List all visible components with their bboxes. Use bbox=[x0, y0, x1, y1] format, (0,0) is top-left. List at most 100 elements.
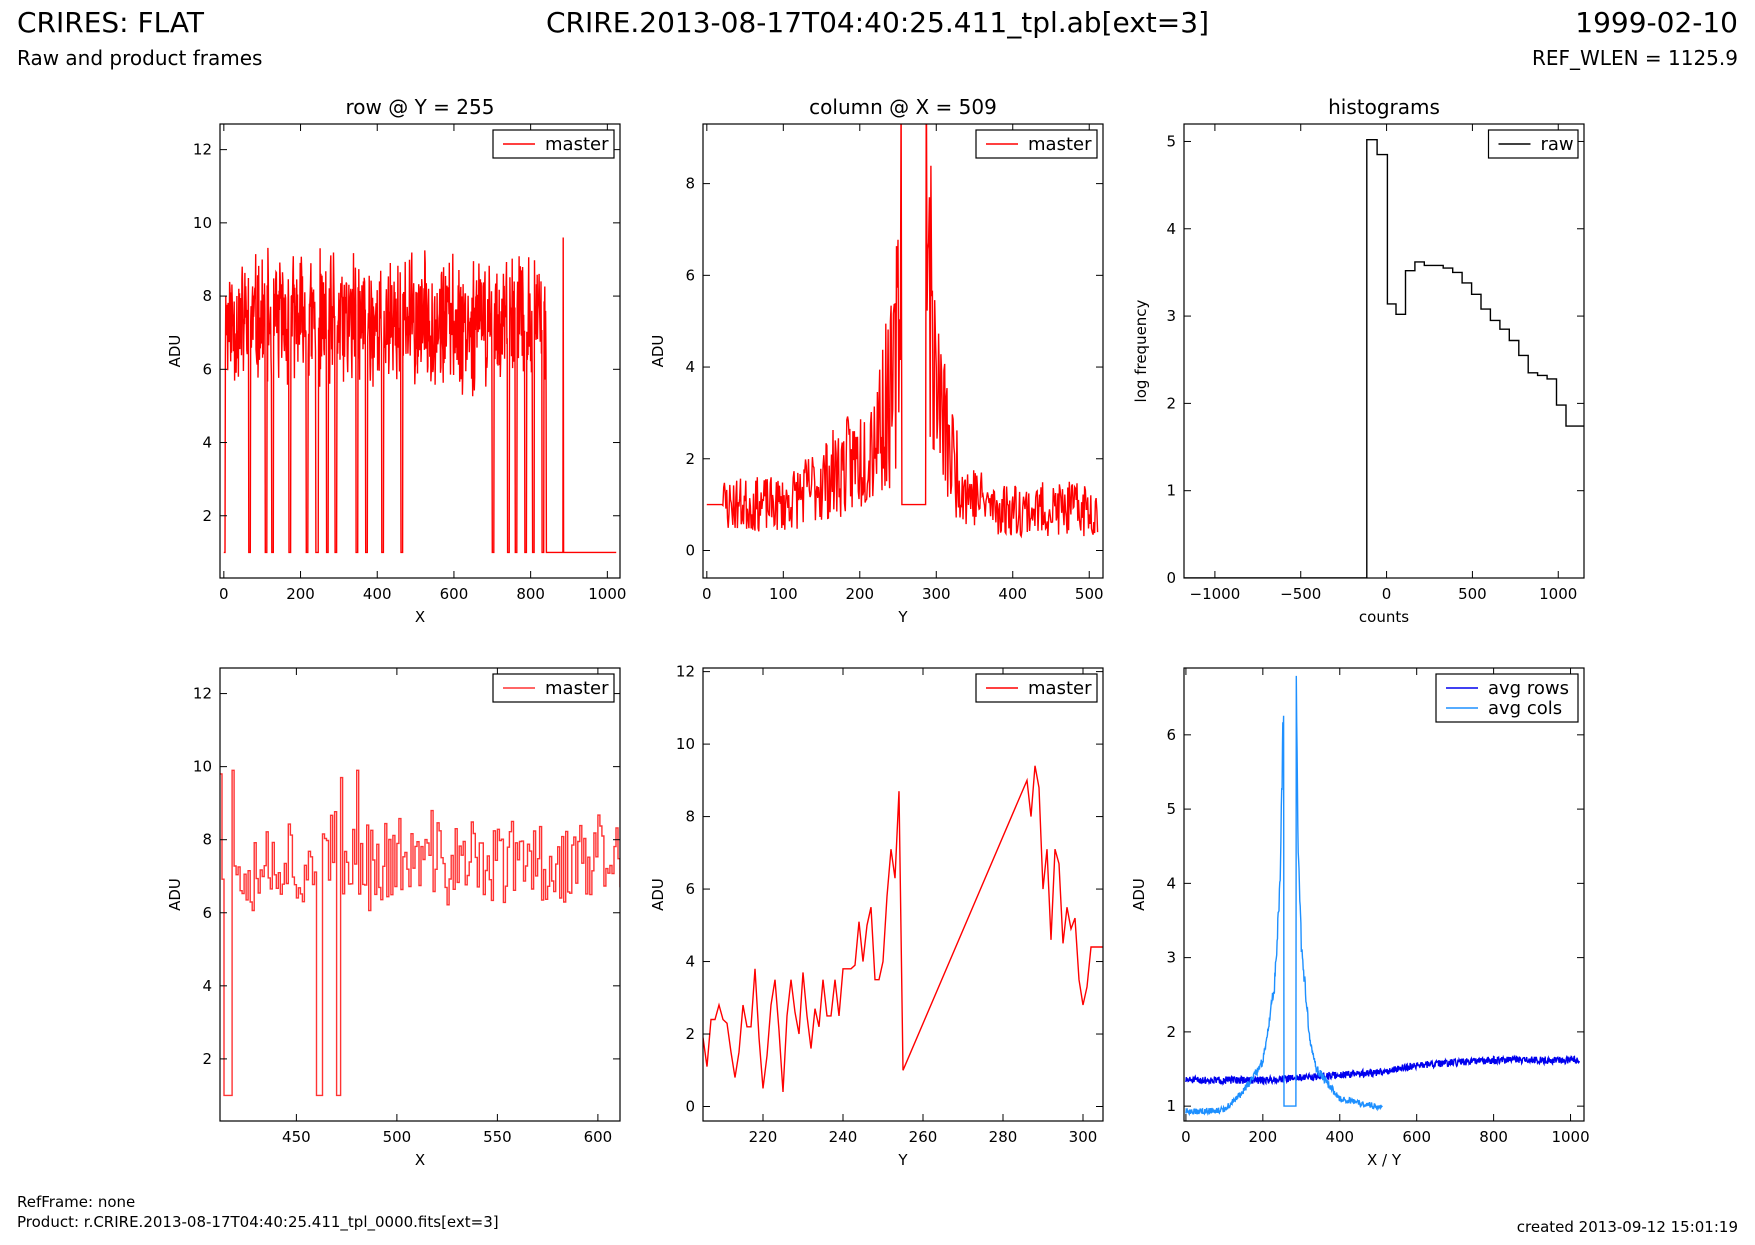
axes-frame bbox=[219, 123, 621, 579]
y-tick-label: 3 bbox=[1166, 949, 1176, 967]
plot-area bbox=[1184, 139, 1584, 578]
y-tick-label: 2 bbox=[202, 507, 212, 525]
x-tick-label: 600 bbox=[584, 1128, 613, 1146]
legend-label: master bbox=[1028, 678, 1092, 699]
x-tick-label: −1000 bbox=[1190, 585, 1241, 603]
y-tick-label: 4 bbox=[202, 977, 212, 995]
axes-frame bbox=[702, 667, 1104, 1122]
series-line-raw bbox=[1184, 139, 1584, 578]
chart-panel-5: 220 240 260 280 300 0 2 4 6 8 10 12 Y ADU master bbox=[649, 663, 1104, 1169]
x-tick-label: 300 bbox=[1069, 1128, 1098, 1146]
legend-label: master bbox=[545, 678, 609, 699]
series-line-avg-rows bbox=[1185, 1054, 1581, 1087]
legend-label: avg cols bbox=[1488, 698, 1562, 719]
figure-ref-wlen: REF_WLEN = 1125.9 bbox=[1531, 46, 1738, 70]
x-tick-label: 800 bbox=[516, 585, 545, 603]
x-tick-label: 240 bbox=[829, 1128, 858, 1146]
axes-frame bbox=[219, 667, 621, 1122]
y-tick-label: 2 bbox=[1166, 394, 1176, 412]
axes-frame bbox=[1183, 123, 1585, 579]
x-axis-label: X bbox=[415, 1151, 425, 1169]
footer-refframe: RefFrame: none bbox=[17, 1193, 136, 1211]
y-tick-label: 2 bbox=[685, 1025, 695, 1043]
x-tick-label: 220 bbox=[749, 1128, 778, 1146]
y-tick-label: 1 bbox=[1166, 1097, 1176, 1115]
y-tick-label: 6 bbox=[202, 904, 212, 922]
y-tick-label: 4 bbox=[1166, 220, 1176, 238]
y-tick-label: 6 bbox=[685, 880, 695, 898]
x-tick-label: 450 bbox=[282, 1128, 311, 1146]
y-tick-label: 8 bbox=[202, 287, 212, 305]
x-tick-label: 600 bbox=[1402, 1128, 1431, 1146]
legend: master bbox=[975, 129, 1098, 159]
x-tick-label: 400 bbox=[1325, 1128, 1354, 1146]
y-tick-label: 10 bbox=[676, 735, 695, 753]
y-axis-label: log frequency bbox=[1132, 299, 1150, 402]
y-tick-label: 0 bbox=[1166, 569, 1176, 587]
y-axis-label: ADU bbox=[1130, 878, 1148, 911]
x-tick-label: 1000 bbox=[1539, 585, 1577, 603]
series-line-master bbox=[223, 237, 617, 554]
chart-panel-6: 0 200 400 600 800 1000 1 2 3 4 5 6 X / Y ADU avg rowsa… bbox=[1130, 667, 1590, 1169]
x-axis-label: Y bbox=[897, 608, 908, 626]
plot-area bbox=[220, 769, 620, 1097]
x-tick-label: 0 bbox=[219, 585, 229, 603]
x-tick-label: 200 bbox=[1249, 1128, 1278, 1146]
series-line-avg-cols bbox=[1185, 675, 1383, 1117]
plot-area bbox=[223, 237, 617, 554]
x-tick-label: 200 bbox=[845, 585, 874, 603]
y-tick-label: 5 bbox=[1166, 800, 1176, 818]
figure-title-left: CRIRES: FLAT bbox=[17, 6, 204, 39]
legend-label: avg rows bbox=[1488, 678, 1569, 699]
chart-panel-4: 450 500 550 600 2 4 6 8 10 12 X ADU master bbox=[166, 667, 621, 1169]
plot-area bbox=[1185, 675, 1581, 1117]
y-tick-label: 4 bbox=[685, 358, 695, 376]
chart-panel-2: 0 100 200 300 400 500 0 2 4 6 8 column @ X = 509 Y AD… bbox=[649, 95, 1104, 626]
chart-title: row @ Y = 255 bbox=[346, 95, 495, 119]
footer-created: created 2013-09-12 15:01:19 bbox=[1516, 1218, 1738, 1236]
y-tick-label: 12 bbox=[193, 141, 212, 159]
x-tick-label: 800 bbox=[1479, 1128, 1508, 1146]
y-tick-label: 5 bbox=[1166, 132, 1176, 150]
y-tick-label: 10 bbox=[193, 214, 212, 232]
y-tick-label: 4 bbox=[202, 434, 212, 452]
axes-frame bbox=[1183, 667, 1585, 1122]
y-tick-label: 12 bbox=[676, 663, 695, 681]
x-tick-label: 200 bbox=[286, 585, 315, 603]
y-tick-label: 10 bbox=[193, 758, 212, 776]
y-tick-label: 8 bbox=[685, 808, 695, 826]
x-tick-label: 0 bbox=[702, 585, 712, 603]
y-tick-label: 4 bbox=[1166, 874, 1176, 892]
legend: raw bbox=[1487, 129, 1579, 159]
y-axis-label: ADU bbox=[166, 878, 184, 911]
x-axis-label: X bbox=[415, 608, 425, 626]
y-tick-label: 8 bbox=[685, 175, 695, 193]
figure-title-center: CRIRE.2013-08-17T04:40:25.411_tpl.ab[ext… bbox=[545, 6, 1209, 39]
legend-label: master bbox=[545, 134, 609, 155]
x-tick-label: 600 bbox=[440, 585, 469, 603]
y-tick-label: 2 bbox=[1166, 1023, 1176, 1041]
y-tick-label: 6 bbox=[1166, 726, 1176, 744]
chart-title: histograms bbox=[1328, 95, 1440, 119]
y-tick-label: 8 bbox=[202, 831, 212, 849]
figure-title-right: 1999-02-10 bbox=[1575, 6, 1738, 39]
x-tick-label: 100 bbox=[769, 585, 798, 603]
y-tick-label: 1 bbox=[1166, 482, 1176, 500]
chart-title: column @ X = 509 bbox=[809, 95, 997, 119]
x-tick-label: 0 bbox=[1181, 1128, 1191, 1146]
x-tick-label: 280 bbox=[989, 1128, 1018, 1146]
series-line-master bbox=[706, 124, 1099, 539]
y-tick-label: 6 bbox=[685, 266, 695, 284]
x-tick-label: 1000 bbox=[588, 585, 626, 603]
legend-box bbox=[1435, 673, 1579, 723]
figure-subtitle-left: Raw and product frames bbox=[17, 46, 263, 70]
series-line-master bbox=[703, 765, 1103, 1093]
x-axis-label: counts bbox=[1359, 608, 1409, 626]
legend: master bbox=[492, 673, 615, 703]
x-tick-label: 300 bbox=[922, 585, 951, 603]
footer-product: Product: r.CRIRE.2013-08-17T04:40:25.411… bbox=[17, 1213, 499, 1231]
axes-frame bbox=[702, 123, 1104, 579]
x-tick-label: −500 bbox=[1280, 585, 1321, 603]
chart-panel-3: −1000 −500 0 500 1000 0 1 2 3 4 5 histograms counts l… bbox=[1132, 95, 1585, 626]
